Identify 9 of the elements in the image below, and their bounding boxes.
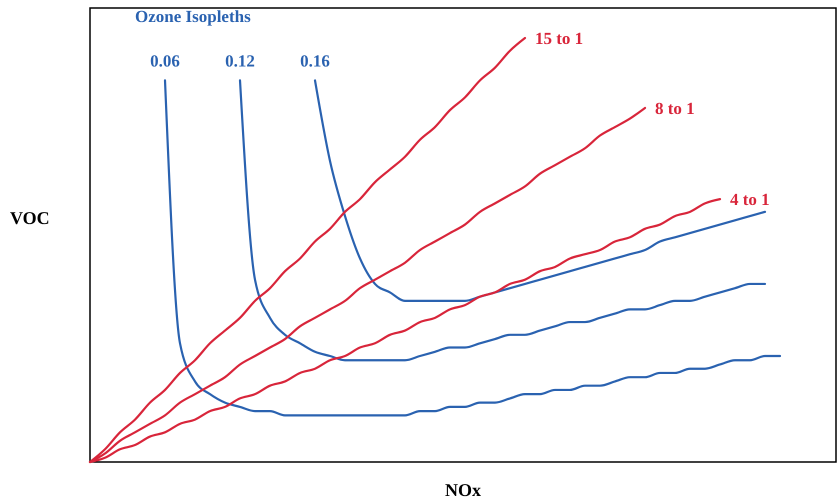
legend-title: Ozone Isopleths bbox=[135, 7, 252, 26]
series-label: 0.16 bbox=[300, 51, 330, 70]
y-axis-title: VOC bbox=[10, 208, 50, 228]
x-axis-title: NOx bbox=[445, 480, 481, 500]
series-label: 15 to 1 bbox=[535, 29, 584, 48]
series-label: 0.12 bbox=[225, 51, 255, 70]
series-label: 0.06 bbox=[150, 51, 180, 70]
series-label: 8 to 1 bbox=[655, 98, 695, 118]
series-label: 4 to 1 bbox=[730, 190, 770, 210]
